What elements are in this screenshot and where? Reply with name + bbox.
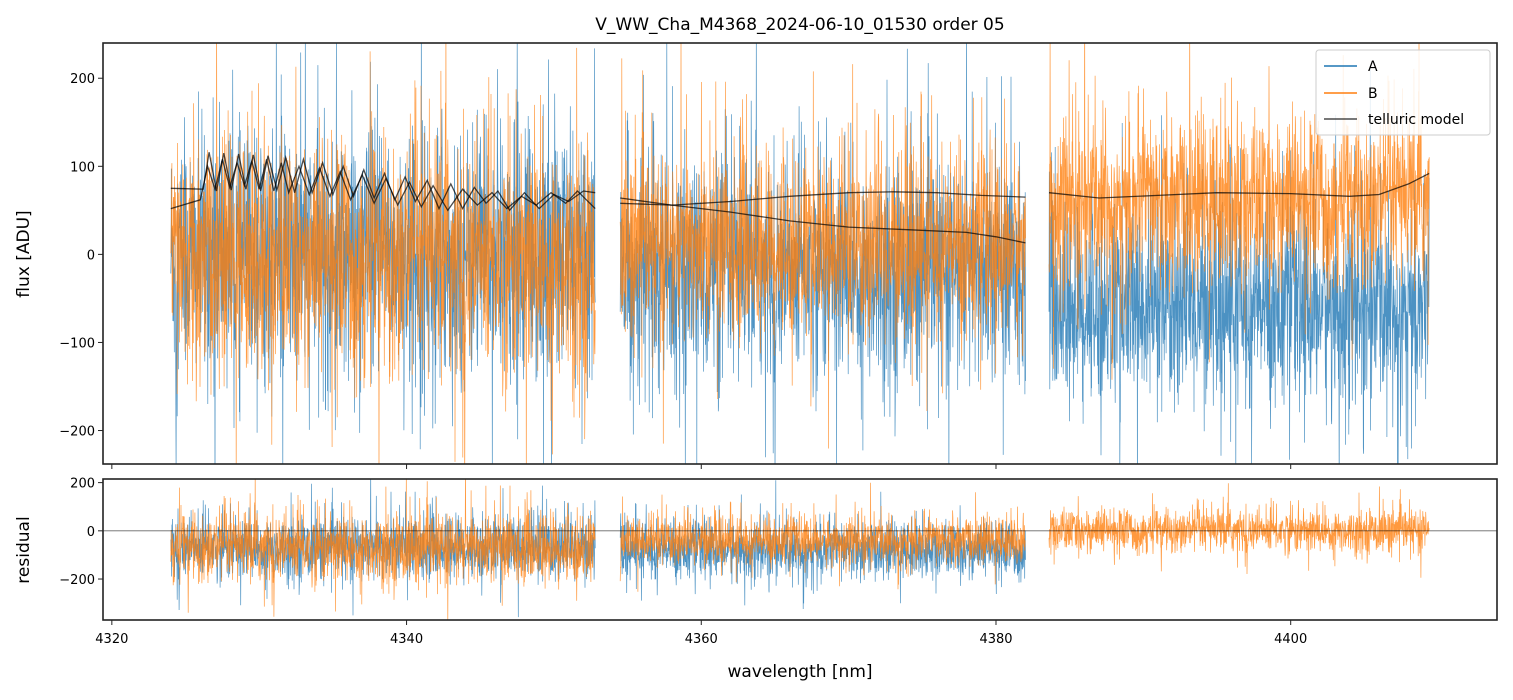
x-tick-label: 4320 <box>95 632 128 647</box>
telluric-model-curve-2 <box>620 191 1026 206</box>
telluric-model-curve-3 <box>620 197 1026 244</box>
panel-1-frame <box>102 478 1498 621</box>
y-tick-label: −100 <box>59 336 95 351</box>
x-tick-label: 4360 <box>685 632 718 647</box>
legend-label-telluric: telluric model <box>1368 112 1464 128</box>
y-tick-label: 0 <box>87 525 95 540</box>
x-tick-label: 4400 <box>1274 632 1307 647</box>
chart-title: V_WW_Cha_M4368_2024-06-10_01530 order 05 <box>595 15 1004 35</box>
legend-label-a: A <box>1368 59 1378 75</box>
y-tick-label: −200 <box>59 425 95 440</box>
y-tick-label: 200 <box>70 477 95 492</box>
series-b-segment-2 <box>1048 483 1430 578</box>
y-tick-label: 0 <box>87 248 95 263</box>
series-a-segment-1 <box>619 43 1026 464</box>
y-tick-label: 100 <box>70 160 95 175</box>
series-a-segment-1 <box>619 480 1026 610</box>
telluric-model-curve-1 <box>170 158 596 212</box>
series-b-segment-1 <box>619 482 1026 592</box>
series-b-segment-0 <box>170 43 596 464</box>
panel-0-frame <box>102 42 1498 465</box>
x-axis-label: wavelength [nm] <box>727 662 872 682</box>
y-tick-label: 200 <box>70 72 95 87</box>
legend: A B telluric model <box>1315 49 1491 136</box>
y-tick-label: −200 <box>59 573 95 588</box>
panel-0-plot-area <box>170 43 1430 464</box>
x-tick-label: 4380 <box>979 632 1012 647</box>
y-axis-label-flux: flux [ADU] <box>14 210 34 297</box>
legend-label-b: B <box>1368 86 1378 102</box>
panel-1-plot-area <box>103 479 1497 620</box>
y-axis-label-residual: residual <box>14 516 34 583</box>
series-b-segment-2 <box>1048 43 1430 380</box>
series-b-segment-0 <box>170 479 596 620</box>
telluric-model-curve-4 <box>1048 172 1430 199</box>
x-tick-label: 4340 <box>390 632 423 647</box>
